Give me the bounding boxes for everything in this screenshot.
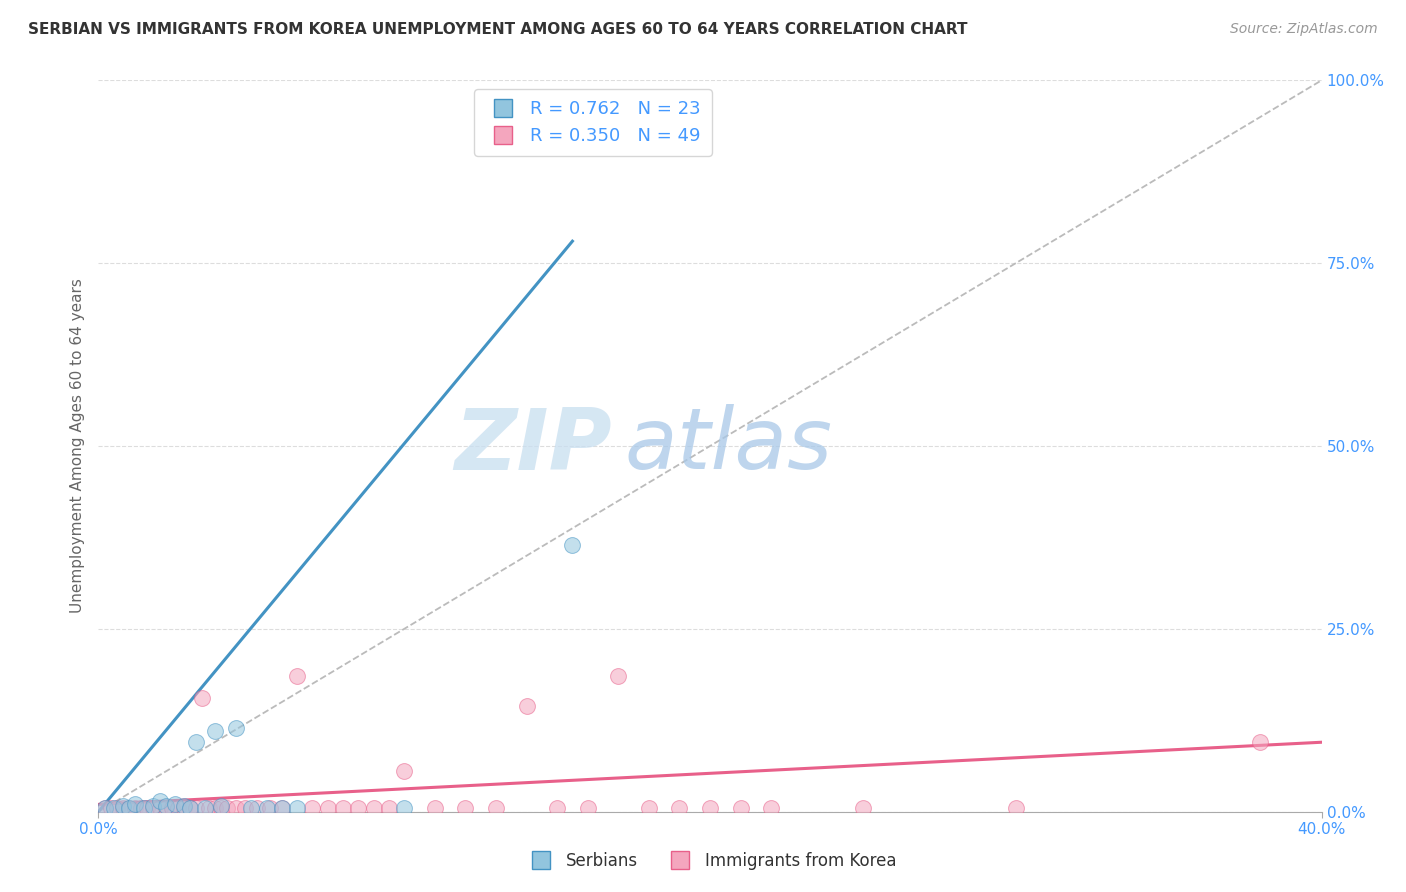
Text: SERBIAN VS IMMIGRANTS FROM KOREA UNEMPLOYMENT AMONG AGES 60 TO 64 YEARS CORRELAT: SERBIAN VS IMMIGRANTS FROM KOREA UNEMPLO… (28, 22, 967, 37)
Point (197, 801, 219, 815)
Point (316, 801, 339, 815)
Point (1249, 735, 1271, 749)
Point (392, 801, 416, 815)
Point (347, 801, 370, 815)
Point (454, 801, 477, 815)
Point (124, 801, 146, 815)
Point (378, 801, 401, 815)
Point (111, 798, 134, 813)
Point (179, 801, 201, 815)
Point (204, 801, 226, 815)
Point (225, 721, 247, 735)
Point (186, 735, 208, 749)
Point (423, 801, 446, 815)
Point (129, 801, 152, 815)
Point (111, 801, 134, 815)
Point (285, 669, 308, 683)
Point (163, 797, 186, 812)
Legend: Serbians, Immigrants from Korea: Serbians, Immigrants from Korea (517, 846, 903, 877)
Point (485, 801, 508, 815)
Point (637, 801, 661, 815)
Point (173, 801, 195, 815)
Point (759, 801, 782, 815)
Point (149, 801, 172, 815)
Point (363, 801, 385, 815)
Point (516, 698, 538, 713)
Point (561, 538, 583, 552)
Point (118, 801, 141, 815)
Text: Source: ZipAtlas.com: Source: ZipAtlas.com (1230, 22, 1378, 37)
Y-axis label: Unemployment Among Ages 60 to 64 years: Unemployment Among Ages 60 to 64 years (69, 278, 84, 614)
Point (1004, 801, 1026, 815)
Point (179, 801, 201, 815)
Point (699, 801, 721, 815)
Point (93, 801, 115, 815)
Point (576, 801, 599, 815)
Point (194, 801, 217, 815)
Text: atlas: atlas (624, 404, 832, 488)
Point (136, 801, 159, 815)
Point (215, 801, 238, 815)
Point (105, 801, 128, 815)
Point (160, 801, 183, 815)
Point (142, 801, 165, 815)
Point (668, 801, 690, 815)
Point (155, 801, 177, 815)
Point (134, 801, 156, 815)
Point (186, 801, 208, 815)
Point (285, 801, 308, 815)
Point (256, 801, 278, 815)
Point (730, 801, 752, 815)
Point (124, 797, 146, 812)
Point (332, 801, 354, 815)
Point (173, 798, 195, 813)
Point (209, 801, 232, 815)
Point (93, 801, 115, 815)
Point (155, 798, 177, 813)
Point (167, 801, 190, 815)
Point (142, 798, 165, 813)
Point (270, 801, 292, 815)
Point (246, 801, 269, 815)
Point (191, 691, 214, 706)
Point (209, 798, 232, 813)
Point (204, 724, 226, 739)
Point (259, 801, 281, 815)
Point (852, 801, 875, 815)
Point (607, 669, 630, 683)
Point (118, 801, 141, 815)
Point (100, 801, 122, 815)
Point (103, 801, 125, 815)
Point (301, 801, 323, 815)
Point (546, 801, 568, 815)
Point (149, 794, 172, 808)
Text: ZIP: ZIP (454, 404, 612, 488)
Point (225, 801, 247, 815)
Point (270, 801, 292, 815)
Point (240, 801, 263, 815)
Point (392, 764, 416, 779)
Point (233, 801, 256, 815)
